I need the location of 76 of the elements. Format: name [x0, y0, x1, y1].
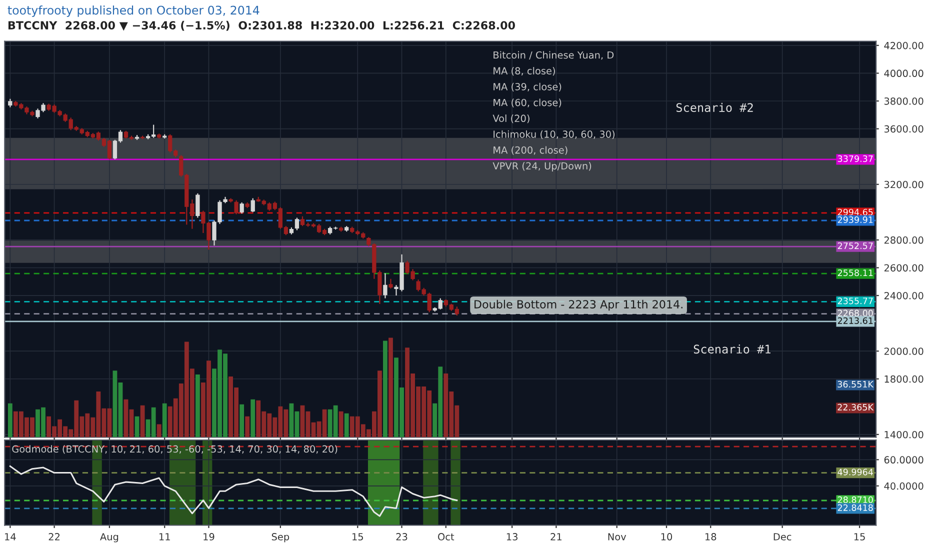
- line-series: [9, 465, 458, 517]
- y-tick-label: 2400.00: [884, 292, 924, 300]
- ref-line-label: 28.8710: [838, 496, 873, 504]
- ref-line-label: 2939.91: [838, 216, 873, 224]
- y-tick-label: 2000.00: [884, 348, 924, 355]
- y-tick-label: 60.0000: [884, 456, 924, 464]
- bar: [344, 413, 349, 438]
- bar: [195, 374, 200, 438]
- bar: [250, 399, 256, 438]
- x-tick-label: 14: [5, 533, 16, 540]
- y-tick-label: 4200.00: [884, 42, 924, 50]
- x-tick-label: 15: [854, 533, 865, 540]
- x-tick-label: 10: [661, 533, 672, 540]
- candlestick: [234, 200, 238, 215]
- annotation: Double Bottom - 2223 Apr 11th 2014.: [474, 300, 682, 311]
- y-tick-label: 2800.00: [884, 236, 924, 244]
- annotation: Vol (20): [492, 114, 530, 124]
- bar: [162, 403, 167, 438]
- annotation: 22.365K: [838, 404, 874, 411]
- y-tick-label: 1800.00: [884, 375, 924, 383]
- y-tick-label: 4000.00: [884, 70, 924, 78]
- ref-line-label: 2558.11: [838, 269, 873, 276]
- bar: [8, 403, 12, 438]
- x-tick-label: 11: [159, 533, 170, 540]
- y-tick-label: 3800.00: [884, 97, 924, 105]
- x-tick-label: 13: [506, 533, 518, 540]
- candlestick: [250, 198, 255, 213]
- bar: [383, 340, 388, 438]
- candlestick: [294, 217, 300, 231]
- bar: [245, 416, 250, 438]
- bar: [388, 338, 393, 438]
- annotation: MA (60, close): [494, 98, 562, 108]
- annotation: MA (200, close): [494, 146, 568, 155]
- x-tick-label: 23: [396, 533, 408, 540]
- y-tick-label: 3600.00: [884, 125, 924, 133]
- annotation: Bitcoin / Chinese Yuan, D: [494, 51, 614, 60]
- candlestick: [240, 202, 244, 214]
- y-tick-label: 1400.00: [884, 430, 924, 438]
- bar: [240, 404, 244, 438]
- candlestick: [196, 192, 200, 218]
- y-tick-label: 40.0000: [884, 482, 924, 490]
- annotation: MA (39, close): [494, 82, 562, 92]
- candlestick: [383, 272, 388, 299]
- x-tick-label: 18: [706, 533, 716, 540]
- x-tick-label: Oct: [438, 533, 454, 540]
- x-tick-label: 19: [204, 533, 214, 540]
- annotation: VPVR (24, Up/Down): [492, 162, 592, 172]
- x-tick-label: 21: [550, 533, 562, 540]
- ref-line-label: 2752.57: [838, 242, 873, 250]
- x-tick-label: 22: [48, 533, 60, 540]
- x-tick-label: Sep: [272, 533, 290, 542]
- chart-subtitle: BTCCNY 2268.00 ▼ −34.46 (−1.5%) O:2301.88 H:2320.00 L:2256.21 C:2268.00: [8, 20, 515, 31]
- annotation: Scenario #2: [676, 102, 753, 112]
- ref-line-label: 2994.65: [838, 208, 873, 216]
- annotation: MA (8, close): [494, 66, 555, 76]
- annotation: Godmode (BTCCNY, 10, 21, 60, 53, -60, -53, 14, 70, 30, 14, 80, 20): [12, 445, 338, 454]
- chart-title: tootyfrooty published on October 03, 2014: [8, 6, 260, 17]
- ref-line-label: 3379.37: [838, 155, 873, 162]
- annotation: Scenario #1: [694, 344, 770, 354]
- ref-line-label: 22.8418: [838, 504, 873, 511]
- x-tick-label: Aug: [100, 533, 118, 542]
- y-tick-label: 3200.00: [884, 180, 924, 188]
- x-tick-label: Nov: [608, 533, 626, 540]
- y-tick-label: 2600.00: [884, 264, 924, 272]
- x-tick-label: Dec: [774, 533, 792, 540]
- ref-line-label: 2355.77: [838, 298, 873, 304]
- ref-line-label: 2213.61: [838, 317, 873, 324]
- ref-line-label: 49.9964: [838, 468, 873, 476]
- bar: [156, 424, 162, 438]
- annotation: Ichimoku (10, 30, 60, 30): [494, 130, 615, 140]
- bar: [140, 405, 145, 438]
- annotation: 36.551K: [838, 380, 874, 388]
- x-tick-label: 15: [352, 533, 363, 540]
- ref-line-label: 2268.00: [838, 310, 873, 316]
- bar: [338, 411, 344, 438]
- candlestick: [388, 278, 393, 290]
